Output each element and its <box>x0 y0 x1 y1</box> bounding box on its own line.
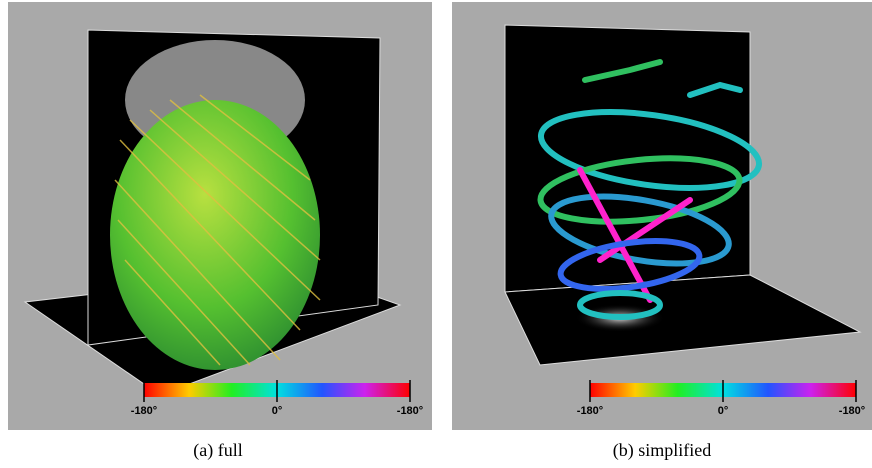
colorbar-ticks <box>143 380 411 402</box>
colorbar-label: -180° <box>839 405 865 417</box>
caption: (a) full <box>193 440 242 461</box>
colorbar-label: -180° <box>397 405 423 417</box>
colorbar-label: -180° <box>131 405 157 417</box>
colorbar-label: 0° <box>718 405 729 417</box>
heart-streamlines <box>110 100 320 370</box>
streamlines <box>114 94 321 366</box>
tubes <box>537 59 763 320</box>
colorbar-label: 0° <box>272 405 283 417</box>
colorbar-label: -180° <box>577 405 603 417</box>
caption: (b) simplified <box>613 440 711 461</box>
colorbar-ticks <box>589 380 857 402</box>
